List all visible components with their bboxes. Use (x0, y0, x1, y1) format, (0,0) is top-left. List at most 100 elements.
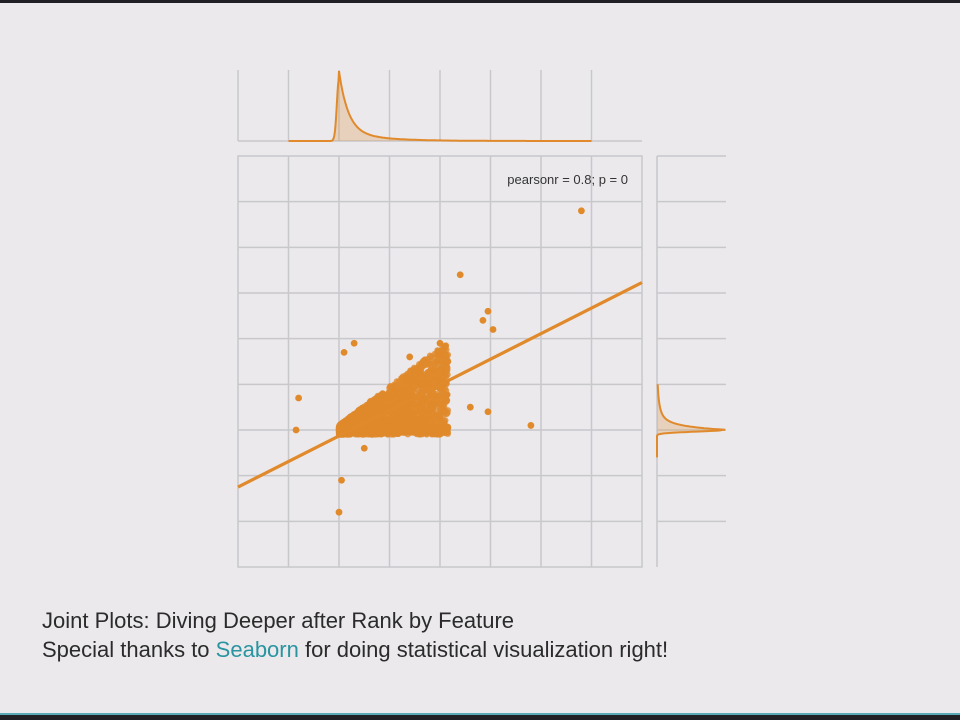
scatter-point (413, 378, 420, 385)
scatter-point (388, 425, 395, 432)
scatter-point (362, 431, 369, 438)
scatter-point (432, 405, 440, 413)
scatter-point (433, 377, 440, 385)
scatter-point (411, 366, 418, 373)
scatter-point (420, 357, 427, 365)
scatter-point (433, 428, 440, 435)
caption-suffix: for doing statistical visualization righ… (298, 637, 669, 662)
regression-line (237, 281, 643, 489)
scatter-point (406, 412, 413, 420)
scatter-point (442, 369, 450, 376)
top-frame-bar (0, 0, 960, 3)
top-kde-curve (288, 70, 592, 142)
scatter-point (385, 402, 393, 409)
scatter-point (442, 387, 450, 394)
scatter-point (442, 395, 450, 402)
scatter-point (374, 404, 382, 411)
slide-caption: Joint Plots: Diving Deeper after Rank by… (42, 606, 668, 664)
scatter-point (360, 406, 367, 413)
scatter-point (389, 413, 397, 421)
scatter-point (440, 417, 448, 425)
scatter-point (420, 425, 427, 432)
bottom-accent-line (0, 713, 960, 715)
scatter-point (335, 508, 343, 516)
scatter-point (383, 392, 390, 400)
scatter-point (442, 344, 449, 351)
scatter-point (479, 317, 487, 324)
scatter-point (489, 326, 497, 333)
scatter-point (338, 476, 345, 484)
scatter-point (428, 405, 435, 412)
scatter-point (368, 425, 376, 432)
right-marginal-histogram (656, 155, 726, 567)
scatter-point (418, 398, 425, 405)
scatter-point (436, 339, 444, 347)
scatter-point (431, 356, 438, 363)
scatter-point (456, 271, 464, 279)
scatter-point (406, 419, 414, 426)
scatter-point (292, 426, 300, 434)
scatter-point (295, 394, 302, 402)
scatter-point (388, 397, 395, 404)
scatter-point (398, 385, 405, 392)
scatter-point (439, 357, 446, 365)
scatter-point (442, 351, 449, 359)
scatter-point (419, 379, 426, 387)
scatter-point (360, 444, 368, 452)
scatter-point (401, 426, 409, 433)
scatter-point (417, 430, 424, 437)
caption-line-2: Special thanks to Seaborn for doing stat… (42, 635, 668, 664)
scatter-point (578, 207, 585, 215)
scatter-point (425, 397, 432, 404)
scatter-point (431, 398, 438, 405)
caption-line-1: Joint Plots: Diving Deeper after Rank by… (42, 608, 515, 633)
scatter-point (419, 410, 426, 418)
scatter-point (438, 401, 446, 408)
scatter-point (418, 363, 425, 370)
scatter-point (383, 427, 390, 434)
joint-plot: pearsonr = 0.8; p = 0 (237, 70, 726, 568)
right-kde-curve (656, 384, 726, 458)
caption-prefix: Special thanks to (42, 637, 216, 662)
top-marginal-histogram (237, 70, 642, 142)
scatter-point (343, 417, 350, 424)
scatter-point (484, 408, 492, 416)
scatter-point (398, 375, 405, 382)
scatter-grid (237, 155, 643, 568)
seaborn-link[interactable]: Seaborn (215, 637, 299, 662)
scatter-point (420, 374, 427, 381)
scatter-point (414, 419, 421, 426)
scatter-point (372, 421, 380, 428)
scatter-point (339, 423, 347, 431)
scatter-point (419, 405, 426, 412)
scatter-point (350, 339, 358, 347)
bottom-frame-bar (0, 713, 960, 720)
scatter-point (444, 358, 452, 365)
scatter-point (427, 371, 434, 379)
scatter-point (399, 406, 406, 413)
scatter-point (340, 348, 348, 356)
scatter-point (360, 424, 367, 432)
scatter-point (438, 365, 445, 372)
scatter-point (407, 387, 415, 394)
scatter-point (438, 425, 445, 432)
scatter-point (434, 417, 442, 424)
scatter-point (434, 348, 441, 355)
scatter-point (393, 423, 401, 431)
scatter-point (349, 416, 356, 423)
scatter-point (425, 380, 432, 388)
scatter-point (414, 425, 422, 432)
scatter-point (391, 385, 398, 392)
scatter-point (386, 418, 393, 425)
scatter-point (466, 403, 474, 411)
scatter-point (429, 416, 436, 423)
scatter-point (437, 411, 444, 418)
regression-line-stroke (237, 281, 643, 489)
scatter-point (402, 385, 410, 393)
scatter-point (431, 361, 438, 369)
scatter-point (411, 405, 418, 412)
scatter-point (406, 353, 414, 361)
scatter-point (484, 307, 492, 315)
scatter-point (527, 422, 535, 429)
pearson-annotation: pearsonr = 0.8; p = 0 (507, 172, 628, 187)
